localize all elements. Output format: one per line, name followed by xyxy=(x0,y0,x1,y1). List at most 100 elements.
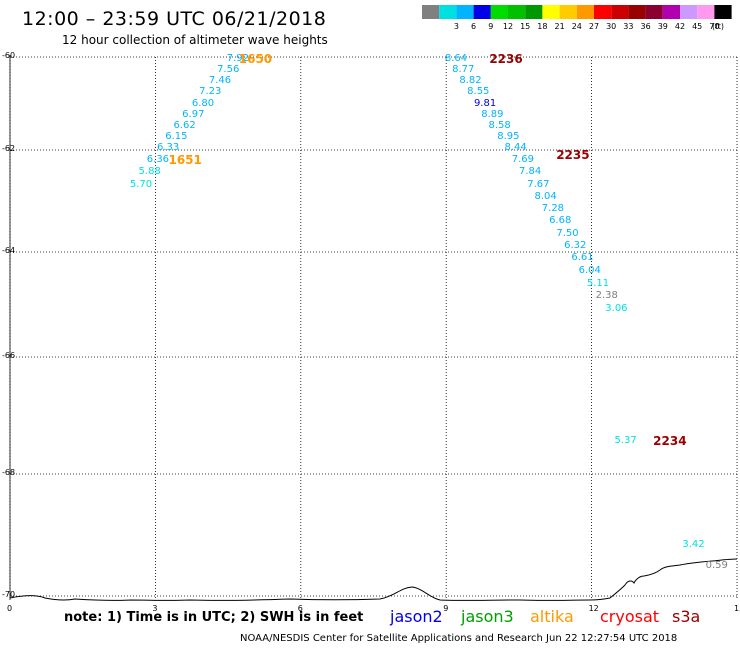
legend-swatch xyxy=(508,5,526,19)
legend-swatch xyxy=(628,5,646,19)
wave-height-label: 6.68 xyxy=(549,215,572,227)
latitude-tick-label: -64 xyxy=(2,246,16,255)
wave-height-label: 6.33 xyxy=(156,142,180,154)
satellite-name-cryosat: cryosat xyxy=(600,607,660,626)
wave-height-label: 6.04 xyxy=(578,264,601,276)
satellite-name-s3a: s3a xyxy=(672,607,701,626)
legend-swatch xyxy=(559,5,577,19)
wave-height-label: 8.82 xyxy=(459,75,482,87)
wave-height-label: 8.58 xyxy=(488,119,511,131)
wave-height-label: 8.04 xyxy=(534,190,557,202)
wave-height-label: 8.55 xyxy=(467,86,490,98)
wave-height-label: 7.56 xyxy=(217,64,240,76)
wave-height-label: 6.80 xyxy=(191,97,215,109)
pass-time-label: 1650 xyxy=(238,51,273,66)
satellite-name-altika: altika xyxy=(530,607,574,626)
coastline-antarctica xyxy=(9,558,738,601)
wave-height-label: 7.67 xyxy=(527,178,550,190)
latitude-tick-label: -66 xyxy=(2,351,16,360)
wave-height-label: 7.92 xyxy=(226,52,250,64)
legend-color-bar xyxy=(422,5,732,19)
legend-label: 3 xyxy=(453,22,459,31)
longitude-tick-label: 15 xyxy=(734,604,740,613)
latitude-tick-label: -70 xyxy=(2,590,16,599)
wave-height-label: 8.95 xyxy=(497,130,520,142)
legend-swatch xyxy=(645,5,663,19)
legend-label: 36 xyxy=(640,22,651,31)
legend-unit: (ft) xyxy=(712,22,725,31)
wave-height-label: 2.38 xyxy=(595,290,618,302)
map-subtitle: 12 hour collection of altimeter wave hei… xyxy=(62,33,328,47)
footer-note: note: 1) Time is in UTC; 2) SWH is in fe… xyxy=(64,610,364,625)
longitude-tick-label: 3 xyxy=(152,604,158,613)
legend-swatch xyxy=(422,5,440,19)
pass-time-label: 2235 xyxy=(556,148,590,163)
wave-height-label: 8.44 xyxy=(504,142,527,154)
legend-label: 70 xyxy=(709,22,720,31)
wave-height-label: 7.84 xyxy=(519,166,542,178)
legend-label: 45 xyxy=(692,22,703,31)
wave-height-label: 7.46 xyxy=(208,75,232,87)
legend-swatch xyxy=(576,5,594,19)
longitude-tick-label: 9 xyxy=(443,604,449,613)
legend-swatch xyxy=(697,5,715,19)
legend-label: 18 xyxy=(537,22,548,31)
wave-height-label: 5.11 xyxy=(586,277,610,289)
legend-label: 15 xyxy=(520,22,531,31)
legend-label: 9 xyxy=(488,22,494,31)
wave-height-label: 6.36 xyxy=(146,154,170,166)
wave-height-label: 6.61 xyxy=(571,252,594,264)
legend-swatch xyxy=(490,5,508,19)
wave-height-label: 6.32 xyxy=(564,239,587,251)
legend-swatch xyxy=(680,5,698,19)
legend-label: 24 xyxy=(571,22,582,31)
legend-swatch xyxy=(714,5,732,19)
legend-swatch xyxy=(456,5,474,19)
wave-height-label: 8.89 xyxy=(481,108,504,120)
legend-swatch xyxy=(439,5,457,19)
latitude-tick-label: -60 xyxy=(2,51,16,60)
credit-line: NOAA/NESDIS Center for Satellite Applica… xyxy=(240,633,678,644)
legend-swatch xyxy=(611,5,629,19)
longitude-tick-label: 0 xyxy=(7,604,13,613)
wave-height-label: 7.28 xyxy=(541,203,565,215)
latitude-tick-label: -62 xyxy=(2,144,16,153)
longitude-tick-label: 6 xyxy=(297,604,303,613)
map-grid xyxy=(9,55,738,600)
wave-height-label: 6.15 xyxy=(165,130,188,142)
legend-swatch xyxy=(473,5,491,19)
legend-label: 12 xyxy=(502,22,514,31)
wave-height-label: 7.23 xyxy=(199,86,222,98)
legend-swatch xyxy=(542,5,560,19)
legend-label: 6 xyxy=(471,22,477,31)
wave-height-label: 7.69 xyxy=(511,154,534,166)
legend-label: 42 xyxy=(674,22,686,31)
latitude-tick-label: -68 xyxy=(2,468,16,477)
satellite-name-jason2: jason2 xyxy=(390,607,443,626)
wave-height-label: 5.88 xyxy=(138,166,161,178)
wave-height-label: 5.70 xyxy=(129,178,153,190)
wave-height-label: 3.06 xyxy=(605,302,628,314)
legend-swatch xyxy=(525,5,543,19)
wave-height-label: 7.50 xyxy=(556,227,579,239)
pass-time-label: 1651 xyxy=(168,153,202,168)
map-title: 12:00 – 23:59 UTC 06/21/2018 xyxy=(22,8,327,30)
wave-height-label: 0.59 xyxy=(705,559,728,571)
legend-label: 30 xyxy=(606,22,617,31)
legend-label: 33 xyxy=(623,22,634,31)
wave-height-label: 6.62 xyxy=(173,119,196,131)
wave-height-label: 9.81 xyxy=(473,97,497,109)
legend-label: 39 xyxy=(657,22,668,31)
legend-label: 27 xyxy=(588,22,600,31)
satellite-name-jason3: jason3 xyxy=(461,607,514,626)
wave-height-label: 5.37 xyxy=(614,434,637,446)
pass-time-label: 2236 xyxy=(489,51,523,66)
legend-label: 21 xyxy=(554,22,565,31)
longitude-tick-label: 12 xyxy=(588,604,599,613)
legend-swatch xyxy=(594,5,612,19)
pass-time-label: 2234 xyxy=(653,433,687,448)
wave-height-label: 8.77 xyxy=(452,64,475,76)
wave-height-label: 6.97 xyxy=(182,108,205,120)
